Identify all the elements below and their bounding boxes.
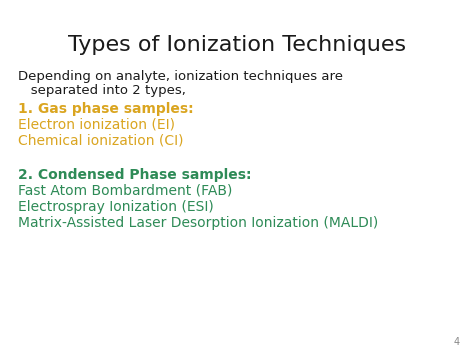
Text: 1. Gas phase samples:: 1. Gas phase samples: (18, 102, 193, 116)
Text: Matrix-Assisted Laser Desorption Ionization (MALDI): Matrix-Assisted Laser Desorption Ionizat… (18, 216, 378, 230)
Text: Fast Atom Bombardment (FAB): Fast Atom Bombardment (FAB) (18, 184, 232, 198)
Text: Depending on analyte, ionization techniques are: Depending on analyte, ionization techniq… (18, 70, 343, 83)
Text: Electrospray Ionization (ESI): Electrospray Ionization (ESI) (18, 200, 214, 214)
Text: Chemical ionization (CI): Chemical ionization (CI) (18, 134, 183, 148)
Text: separated into 2 types,: separated into 2 types, (18, 84, 186, 97)
Text: Types of Ionization Techniques: Types of Ionization Techniques (68, 35, 406, 55)
Text: 4: 4 (454, 337, 460, 347)
Text: 2. Condensed Phase samples:: 2. Condensed Phase samples: (18, 168, 252, 182)
Text: Electron ionization (EI): Electron ionization (EI) (18, 118, 175, 132)
